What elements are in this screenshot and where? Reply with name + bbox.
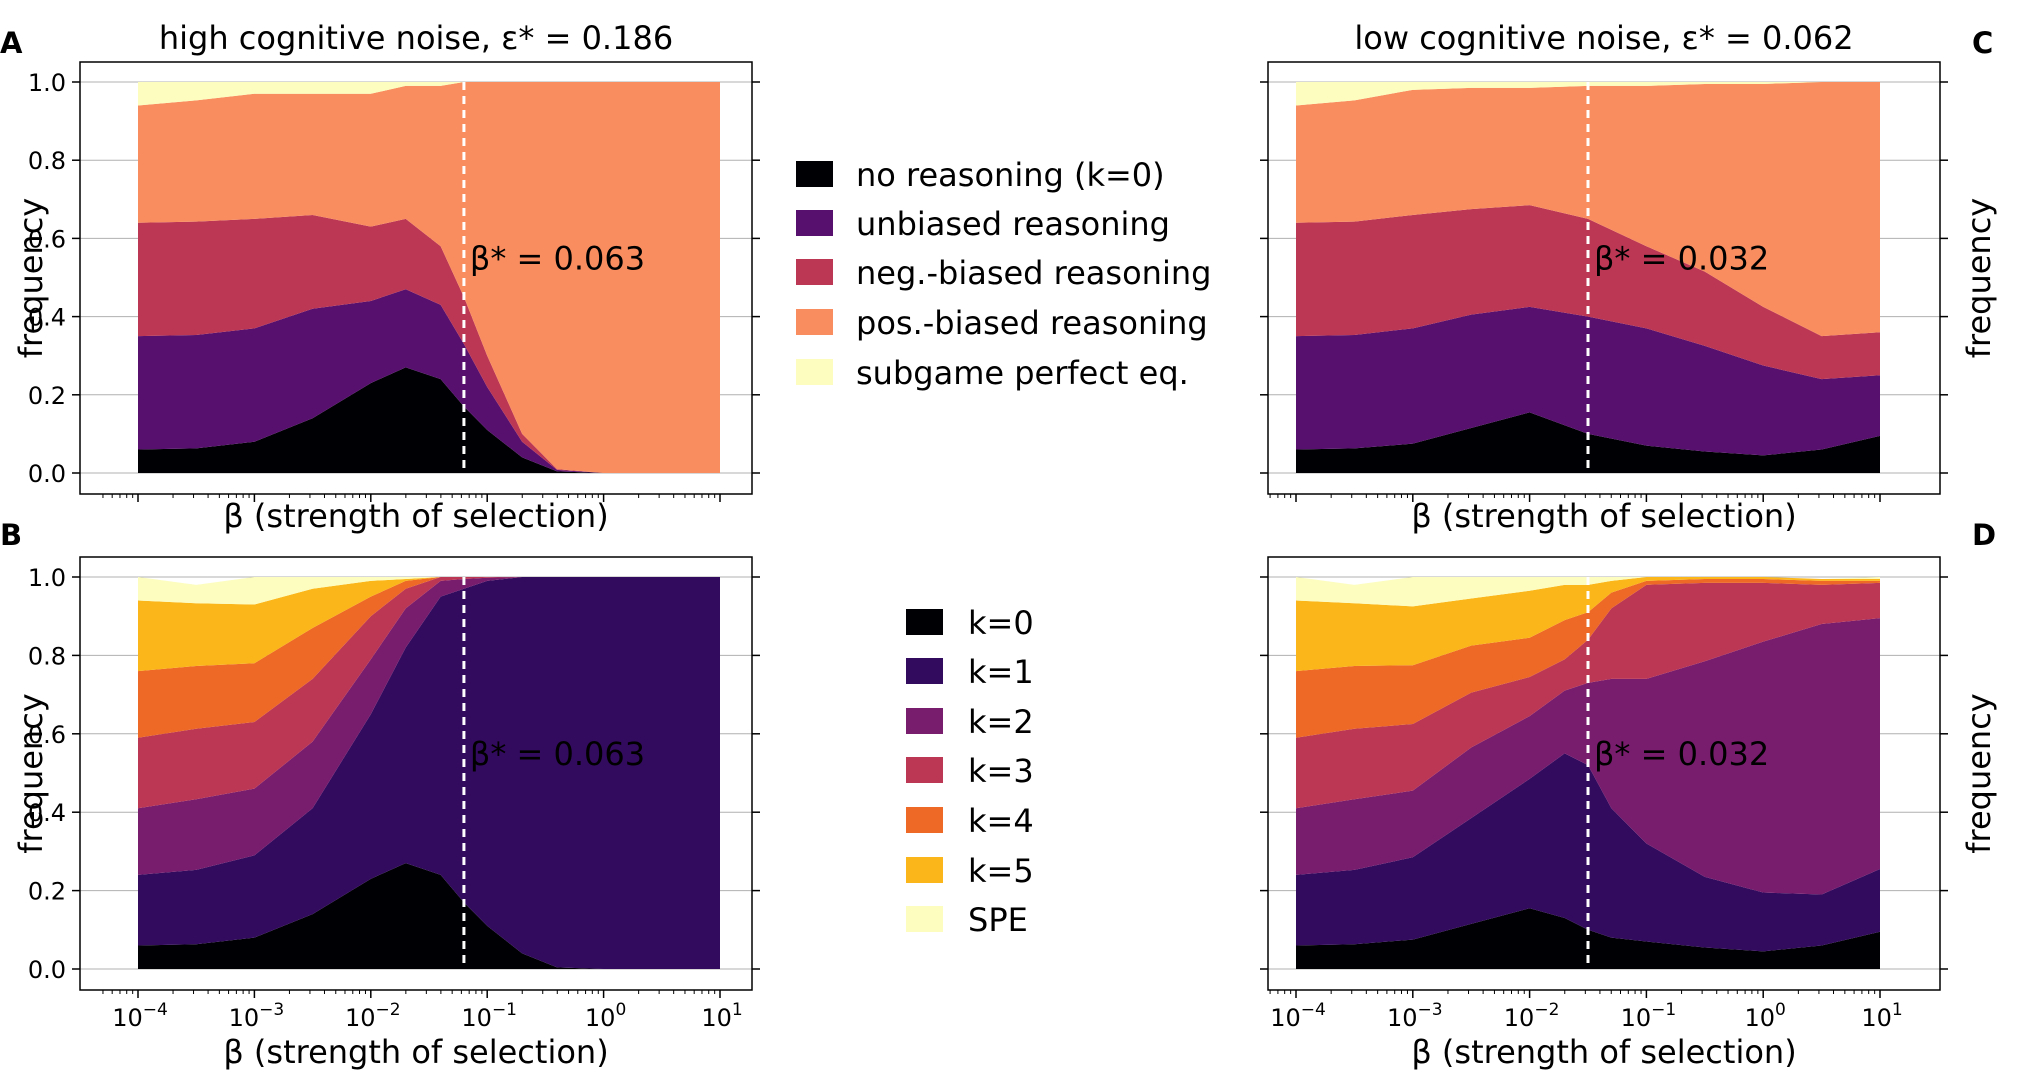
- beta-star-label: β* = 0.032: [1594, 240, 1769, 278]
- area-k-0: [138, 863, 720, 969]
- legend-label-unbiased: unbiased reasoning: [856, 205, 1170, 243]
- panel-a: β* = 0.063 0.0 0.2 0.4 0.6 0.8 1.0 β (strength …: [12, 19, 760, 535]
- legend-swatch-no-reasoning: [796, 161, 833, 187]
- x-tick-label: 100: [1745, 1000, 1786, 1032]
- y-axis-label: frequency: [1960, 693, 1998, 854]
- legend-label-neg-biased: neg.-biased reasoning: [856, 254, 1211, 292]
- legend-swatch-unbiased: [796, 210, 833, 236]
- area-spe: [138, 577, 720, 605]
- beta-star-label: β* = 0.063: [470, 735, 645, 773]
- axes-frame: [1267, 61, 1941, 495]
- x-tick-label: 100: [585, 1000, 626, 1032]
- area-neg-biased-reasoning: [138, 214, 720, 473]
- legend-label-spe-level: SPE: [968, 901, 1028, 939]
- legend-label-k2: k=2: [968, 703, 1034, 741]
- x-tick-label: 10−2: [1504, 1000, 1560, 1032]
- panel-letter-d: D: [1972, 518, 1996, 552]
- legend-swatch-k2: [906, 708, 943, 734]
- area-pos-biased-reasoning: [138, 82, 720, 473]
- area-subgame-perfect-eq: [1296, 82, 1880, 106]
- area-k-2: [138, 577, 720, 875]
- area-k-5: [138, 577, 720, 672]
- legend-swatch-spe: [796, 359, 833, 385]
- x-axis-label: β (strength of selection): [223, 497, 608, 535]
- panel-b: β* = 0.063 0.0 0.2 0.4 0.6 0.8 1.0 10−4 10−3 10−2…: [12, 556, 760, 1071]
- area-subgame-perfect-eq: [138, 82, 720, 106]
- y-tick-label: 0.6: [28, 721, 66, 749]
- y-tick-label: 0.6: [28, 225, 66, 253]
- legend-label-k5: k=5: [968, 852, 1034, 890]
- x-tick-label: 10−4: [1270, 1000, 1326, 1032]
- panel-letter-c: C: [1972, 26, 1993, 60]
- axes-frame: [1267, 556, 1941, 991]
- legend-swatch-k5: [906, 857, 943, 883]
- y-tick-label: 0.0: [28, 956, 66, 984]
- legend-swatch-k0: [906, 609, 943, 635]
- area-k-3: [138, 577, 720, 809]
- area-no-reasoning-k-0: [138, 367, 720, 473]
- legend-label-no-reasoning: no reasoning (k=0): [856, 156, 1165, 194]
- x-tick-label: 101: [701, 1000, 742, 1032]
- area-k-0: [1296, 908, 1880, 969]
- y-axis-label: frequency: [12, 198, 50, 359]
- area-k-4: [138, 577, 720, 738]
- panel-title: high cognitive noise, ε* = 0.186: [159, 19, 673, 57]
- y-axis-label: frequency: [1960, 198, 1998, 359]
- legend-swatch-spe-level: [906, 906, 943, 932]
- y-axis-label: frequency: [12, 693, 50, 854]
- legend-label-pos-biased: pos.-biased reasoning: [856, 304, 1208, 342]
- legend-label-k0: k=0: [968, 604, 1034, 642]
- x-tick-label: 10−3: [1387, 1000, 1443, 1032]
- axes-frame: [79, 556, 753, 991]
- x-axis-label: β (strength of selection): [1411, 1033, 1796, 1071]
- y-tick-label: 0.4: [28, 799, 66, 827]
- x-axis-label: β (strength of selection): [1411, 497, 1796, 535]
- panel-c: β* = 0.032 β (strength of selection) frequ…: [1260, 19, 1998, 535]
- legend-swatch-k3: [906, 757, 943, 783]
- y-tick-label: 0.8: [28, 147, 66, 175]
- x-tick-label: 10−2: [345, 1000, 401, 1032]
- y-tick-label: 0.2: [28, 382, 66, 410]
- area-spe: [1296, 577, 1880, 607]
- panel-letter-a: A: [0, 26, 23, 60]
- legend-reasoning: no reasoning (k=0) unbiased reasoning ne…: [796, 156, 1211, 392]
- legend-swatch-k4: [906, 807, 943, 833]
- legend-label-spe: subgame perfect eq.: [856, 354, 1189, 392]
- y-tick-label: 0.8: [28, 642, 66, 670]
- x-tick-label: 101: [1861, 1000, 1902, 1032]
- area-k-1: [1296, 753, 1880, 952]
- x-tick-label: 10−1: [461, 1000, 517, 1032]
- area-k-1: [138, 577, 720, 969]
- area-k-5: [1296, 577, 1880, 672]
- y-tick-label: 1.0: [28, 69, 66, 97]
- legend-swatch-neg-biased: [796, 259, 833, 285]
- beta-star-label: β* = 0.032: [1594, 735, 1769, 773]
- area-unbiased-reasoning: [138, 289, 720, 473]
- legend-label-k4: k=4: [968, 802, 1034, 840]
- area-k-4: [1296, 578, 1880, 738]
- y-tick-label: 0.0: [28, 460, 66, 488]
- legend-swatch-pos-biased: [796, 309, 833, 335]
- area-no-reasoning-k-0: [1296, 412, 1880, 473]
- x-axis-label: β (strength of selection): [223, 1033, 608, 1071]
- y-tick-label: 0.4: [28, 304, 66, 332]
- x-tick-label: 10−3: [229, 1000, 285, 1032]
- panel-d: β* = 0.032 10−4 10−3 10−2 10−1 100 101 β (stren…: [1260, 556, 1998, 1071]
- legend-label-k3: k=3: [968, 752, 1034, 790]
- y-tick-label: 1.0: [28, 564, 66, 592]
- x-tick-label: 10−4: [112, 1000, 168, 1032]
- y-tick-label: 0.2: [28, 878, 66, 906]
- beta-star-label: β* = 0.063: [470, 240, 645, 278]
- panel-letter-b: B: [0, 518, 22, 552]
- panel-title: low cognitive noise, ε* = 0.062: [1354, 19, 1853, 57]
- legend-swatch-k1: [906, 658, 943, 684]
- area-k-2: [1296, 618, 1880, 895]
- legend-level: k=0 k=1 k=2 k=3 k=4 k=5 SPE: [906, 604, 1034, 939]
- axes-frame: [79, 61, 753, 495]
- area-k-3: [1296, 582, 1880, 809]
- legend-label-k1: k=1: [968, 653, 1034, 691]
- x-tick-label: 10−1: [1621, 1000, 1677, 1032]
